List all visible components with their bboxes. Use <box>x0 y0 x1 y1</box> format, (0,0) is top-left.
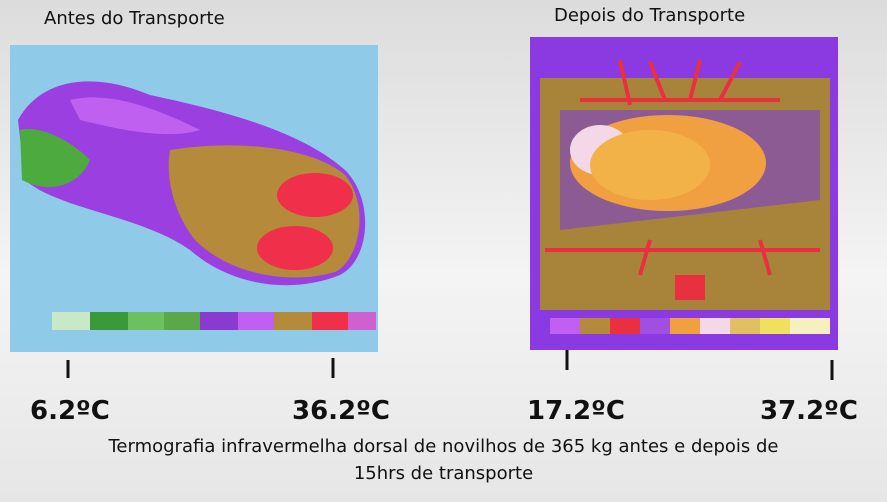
scale-max-label: 37.2ºC <box>760 396 858 426</box>
thermal-image-before <box>10 45 378 352</box>
caption-line: Termografia infravermelha dorsal de novi… <box>108 436 779 457</box>
scale-max-label: 36.2ºC <box>292 396 390 426</box>
scale-min-label: 6.2ºC <box>30 396 110 426</box>
panel-title: Depois do Transporte <box>554 5 746 26</box>
caption-line: 15hrs de transporte <box>353 463 534 484</box>
scale-ticks <box>66 350 834 380</box>
panel-title: Antes do Transporte <box>44 8 225 29</box>
thermal-image-after <box>530 37 838 350</box>
scale-min-label: 17.2ºC <box>527 396 625 426</box>
